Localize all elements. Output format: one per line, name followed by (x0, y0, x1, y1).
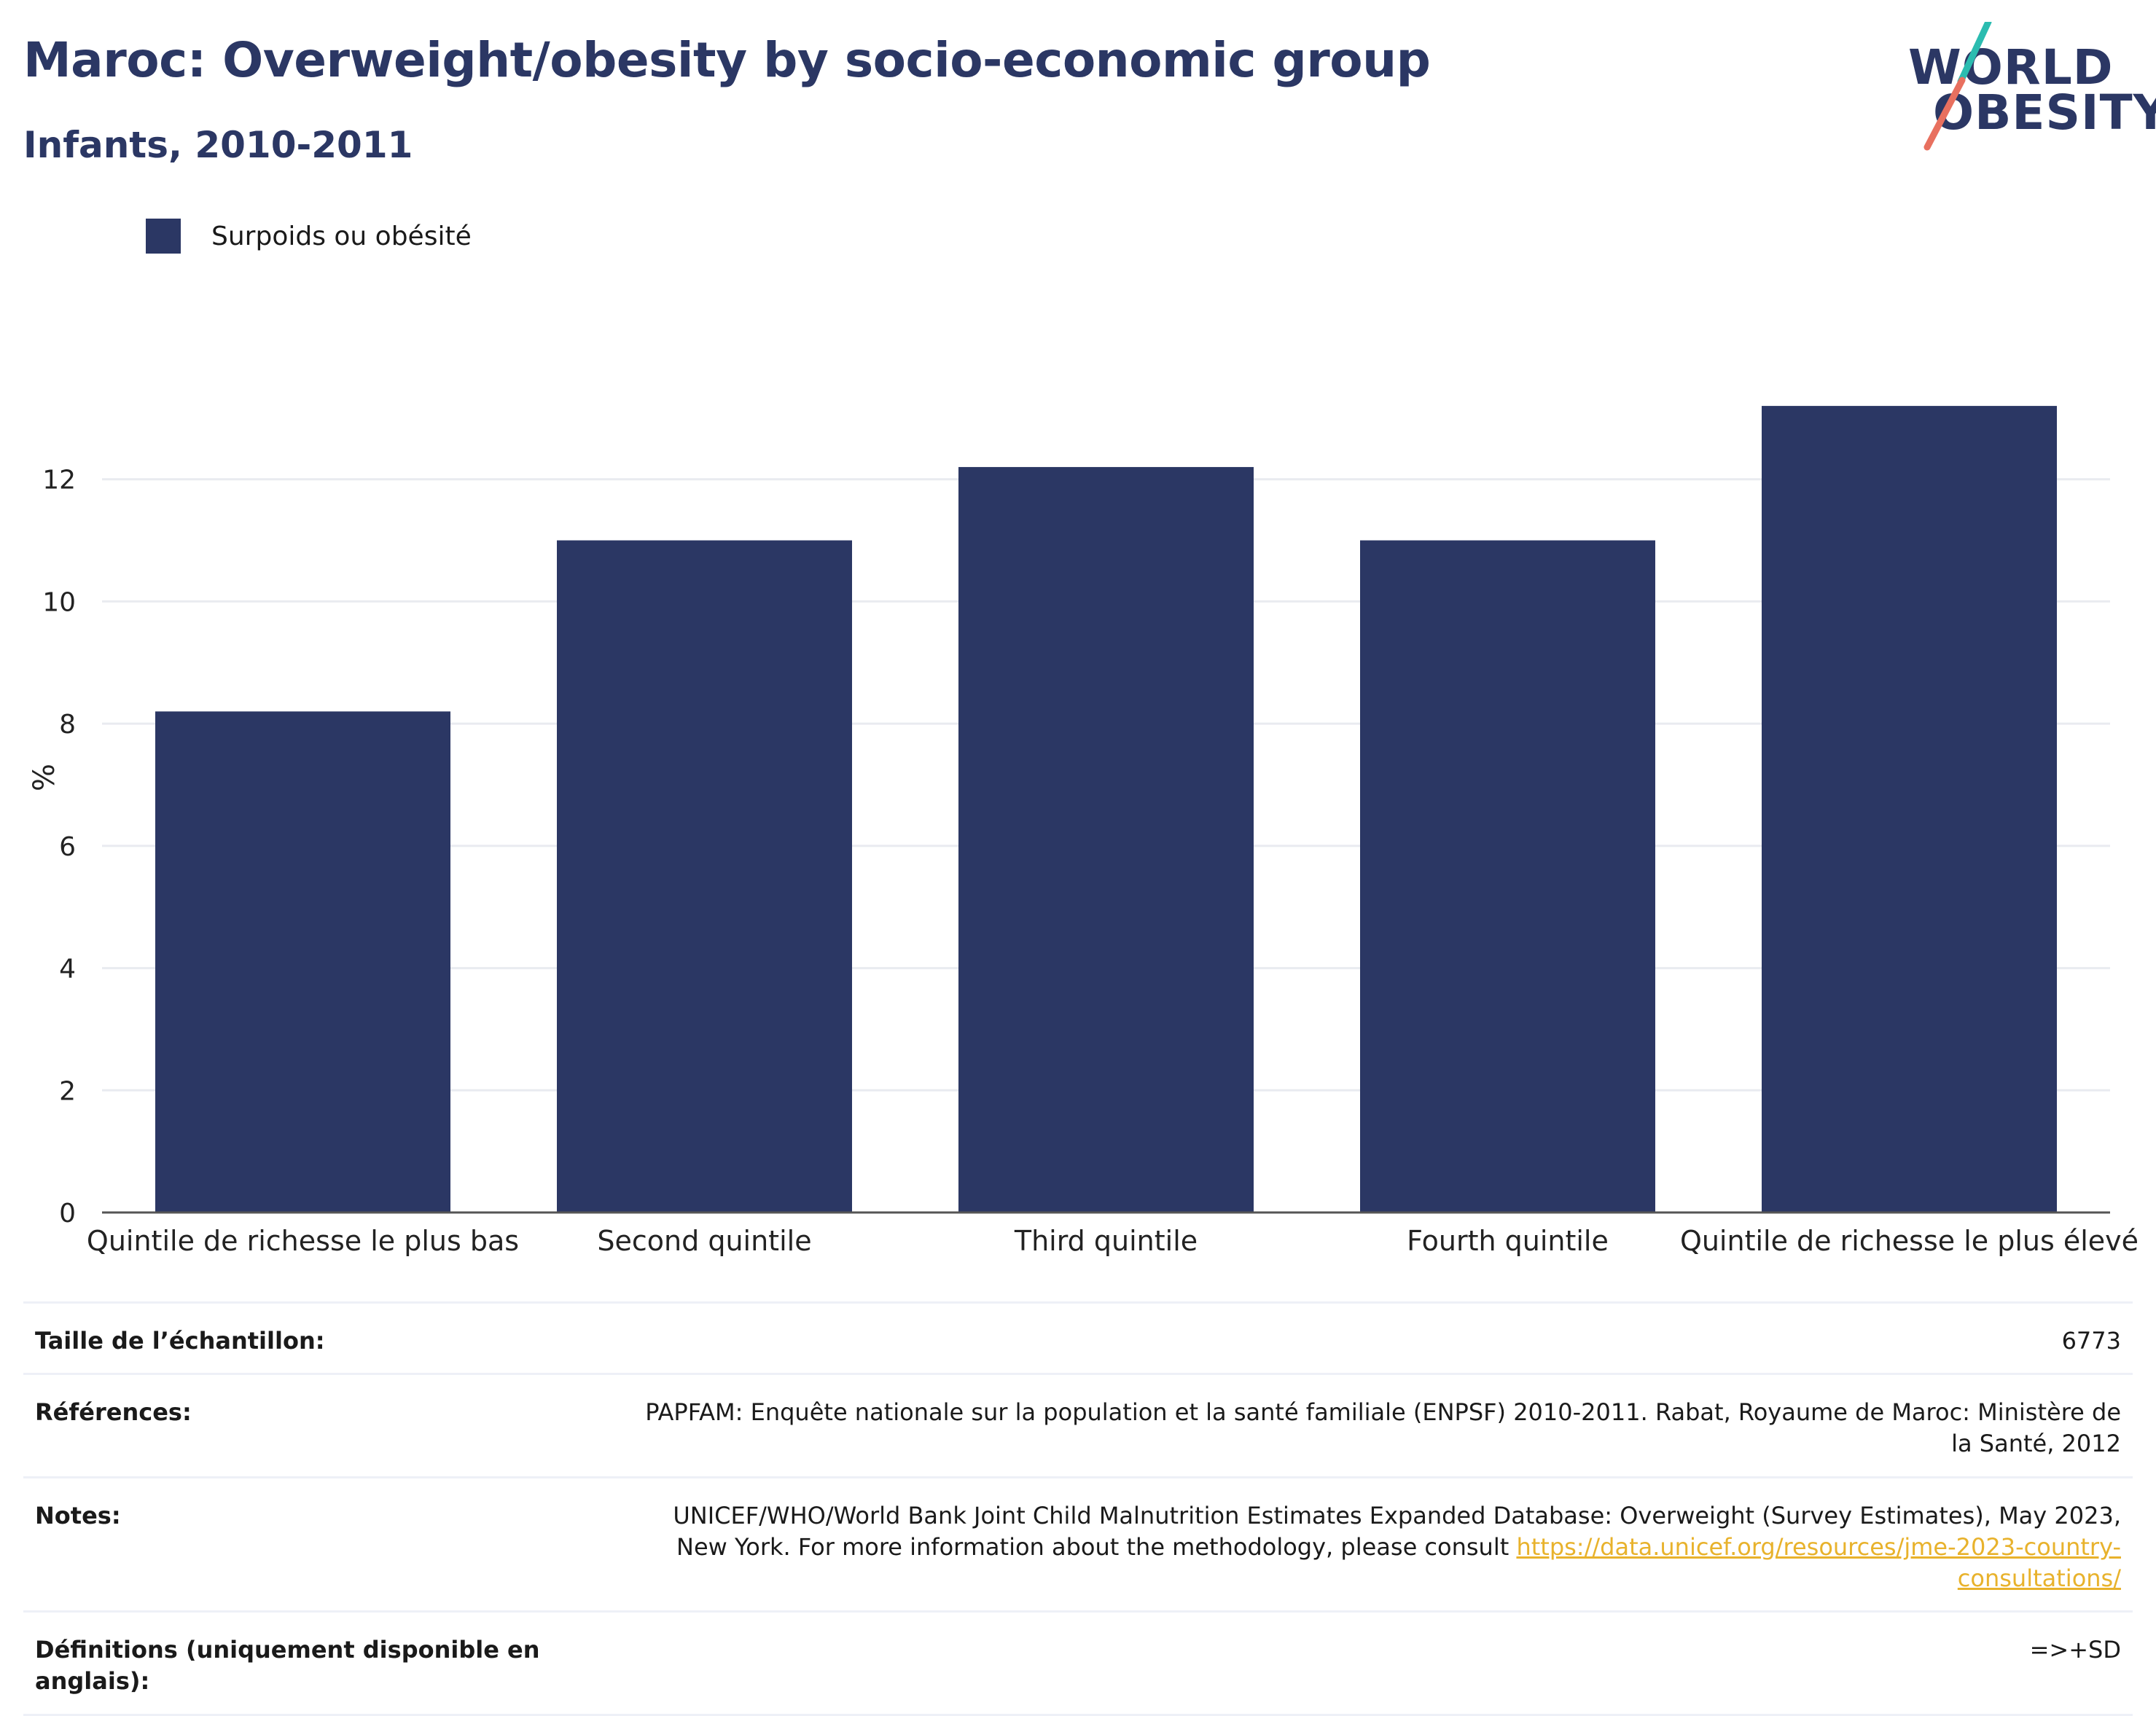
info-row-value: UNICEF/WHO/World Bank Joint Child Malnut… (620, 1500, 2121, 1595)
y-axis-label: % (28, 764, 61, 791)
info-table: Taille de l’échantillon: 6773 Références: P… (23, 1301, 2133, 1716)
info-row-value-text: =>+SD (2029, 1636, 2121, 1664)
y-tick-label: 10 (42, 587, 76, 617)
info-row-key: Références: (35, 1398, 192, 1427)
info-row-value-text: PAPFAM: Enquête nationale sur la populat… (645, 1398, 2121, 1458)
chart-legend: Surpoids ou obésité (146, 219, 472, 254)
x-tick-label: Third quintile (1014, 1225, 1198, 1257)
info-row: Définitions (uniquement disponible en an… (23, 1610, 2133, 1716)
legend-swatch (146, 219, 181, 254)
bar (557, 540, 852, 1212)
logo-slash-icon (1923, 22, 1992, 151)
info-row: Références: PAPFAM: Enquête nationale sur… (23, 1373, 2133, 1476)
x-tick-label: Quintile de richesse le plus élevé (1680, 1225, 2139, 1257)
y-tick-label: 0 (59, 1199, 76, 1229)
x-tick-label: Fourth quintile (1407, 1225, 1609, 1257)
info-row: Notes: UNICEF/WHO/World Bank Joint Child … (23, 1476, 2133, 1611)
info-row: Taille de l’échantillon: 6773 (23, 1301, 2133, 1373)
info-row-key: Taille de l’échantillon: (35, 1327, 325, 1355)
bar (1360, 540, 1655, 1212)
x-tick-label: Quintile de richesse le plus bas (87, 1225, 519, 1257)
bar-chart: 0 2 4 6 8 10 12% Quintile de richesse le plus b… (28, 406, 2139, 1257)
logo-word-world: WORLD (1908, 39, 2114, 95)
info-row-value: 6773 (620, 1325, 2121, 1357)
methodology-link[interactable]: https://data.unicef.org/resources/jme-20… (1516, 1532, 2121, 1592)
info-row-key: Notes: (35, 1501, 121, 1529)
bar (155, 711, 450, 1212)
info-row-value: PAPFAM: Enquête nationale sur la populat… (620, 1397, 2121, 1460)
y-tick-label: 4 (59, 955, 76, 984)
y-tick-label: 12 (42, 466, 76, 495)
x-tick-label: Second quintile (597, 1225, 811, 1257)
info-row-value-text: 6773 (2061, 1327, 2121, 1355)
page-subtitle: Infants, 2010-2011 (23, 124, 413, 166)
legend-label: Surpoids ou obésité (211, 221, 472, 251)
logo-word-obesity: OBESITY (1933, 85, 2156, 141)
bar (958, 466, 1254, 1212)
bar (1762, 406, 2057, 1212)
page-title: Maroc: Overweight/obesity by socio-econo… (23, 32, 1431, 88)
y-tick-label: 8 (59, 710, 76, 740)
info-row-value: =>+SD (620, 1634, 2121, 1697)
world-obesity-logo: WORLD OBESITY (1895, 22, 2156, 153)
info-row-value-text: UNICEF/WHO/World Bank Joint Child Malnut… (673, 1501, 2121, 1561)
y-tick-label: 2 (59, 1076, 76, 1106)
info-row-key: Définitions (uniquement disponible en an… (35, 1636, 540, 1696)
y-tick-label: 6 (59, 832, 76, 862)
